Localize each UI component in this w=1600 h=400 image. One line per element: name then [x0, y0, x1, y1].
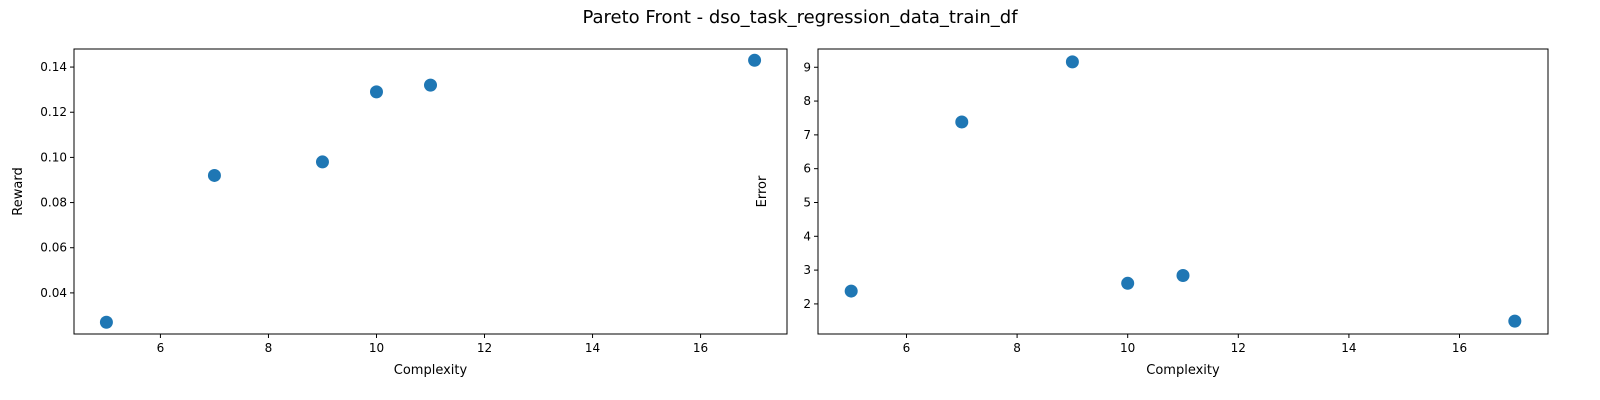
x-tick-label: 16 — [693, 341, 708, 355]
x-tick-label: 14 — [585, 341, 600, 355]
data-point — [369, 85, 383, 99]
x-tick-label: 8 — [265, 341, 273, 355]
y-tick-label: 4 — [803, 229, 811, 243]
y-tick-label: 7 — [803, 128, 811, 142]
y-tick-label: 0.10 — [40, 150, 67, 164]
y-axis-label: Reward — [11, 167, 26, 215]
axes-frame — [817, 48, 1549, 335]
x-tick-label: 12 — [477, 341, 492, 355]
data-point — [1121, 276, 1135, 290]
error-vs-complexity-plot: 6 8 10 12 14 16 2 3 4 5 6 7 8 9 Complexity Error — [755, 48, 1549, 378]
reward-vs-complexity-plot: 6 8 10 12 14 16 0.04 0.06 0.08 0.10 0.12 0.14 Comple… — [11, 48, 788, 378]
data-point — [1508, 314, 1522, 328]
data-point — [424, 78, 437, 92]
x-tick-label: 10 — [1120, 341, 1135, 355]
y-tick-label: 5 — [803, 195, 811, 209]
x-axis-label: Complexity — [1146, 363, 1220, 378]
x-tick-label: 14 — [1341, 341, 1356, 355]
data-point — [1065, 55, 1079, 69]
data-point — [955, 115, 969, 129]
x-tick-label: 8 — [1013, 341, 1021, 355]
axes-frame — [73, 48, 788, 335]
y-tick-label: 9 — [803, 60, 811, 74]
y-tick-label: 0.14 — [40, 60, 67, 74]
y-axis-label: Error — [755, 175, 770, 207]
x-tick-label: 10 — [369, 341, 384, 355]
figure-title: Pareto Front - dso_task_regression_data_… — [582, 7, 1018, 28]
data-point — [844, 284, 858, 298]
x-tick-label: 6 — [157, 341, 165, 355]
y-tick-label: 6 — [803, 162, 811, 176]
y-tick-label: 2 — [803, 297, 811, 311]
x-tick-label: 16 — [1452, 341, 1467, 355]
x-axis-label: Complexity — [394, 363, 468, 378]
data-point — [748, 53, 762, 67]
x-tick-label: 6 — [903, 341, 911, 355]
y-tick-label: 0.08 — [40, 196, 67, 210]
x-tick-label: 12 — [1231, 341, 1246, 355]
data-point — [99, 315, 113, 329]
y-tick-label: 8 — [803, 94, 811, 108]
data-point — [315, 155, 329, 169]
y-tick-label: 0.04 — [40, 286, 67, 300]
y-tick-label: 3 — [803, 263, 811, 277]
data-point — [1176, 269, 1190, 283]
y-tick-label: 0.06 — [40, 241, 67, 255]
data-point — [207, 168, 221, 182]
y-tick-label: 0.12 — [40, 105, 67, 119]
